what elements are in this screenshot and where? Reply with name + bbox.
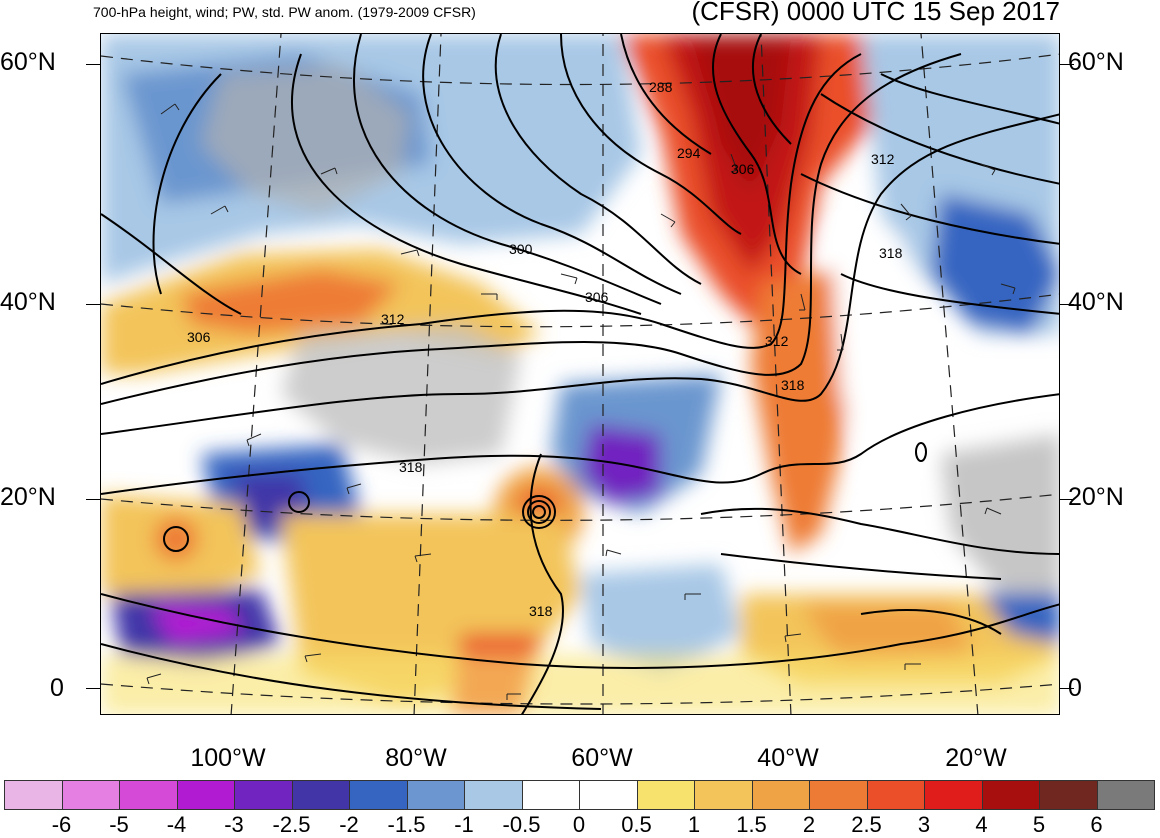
- colorbar-label: -1: [454, 812, 474, 837]
- map-field: 288 294 306 312 318 300 306 312 306 312 …: [101, 34, 1059, 714]
- colorbar-label: 2.5: [851, 812, 882, 837]
- contour-label: 306: [731, 161, 755, 177]
- colorbar-label: 6: [1090, 812, 1103, 837]
- colorbar-swatch: [981, 780, 1040, 810]
- colorbar-swatch: [579, 780, 638, 810]
- colorbar-label: -4: [166, 812, 187, 837]
- tick: [1060, 688, 1074, 689]
- lat-label-20n-left: 20°N: [0, 483, 56, 511]
- height-contours: [101, 34, 1059, 714]
- lon-label-20w: 20°W: [945, 744, 1007, 772]
- lon-label-40w: 40°W: [757, 744, 819, 772]
- colorbar-label: -2: [339, 812, 359, 837]
- lon-label-100w: 100°W: [190, 744, 266, 772]
- contour-label: 306: [187, 329, 211, 345]
- tick: [1060, 304, 1074, 305]
- colorbar-swatch: [349, 780, 408, 810]
- colorbar-label: -0.5: [502, 812, 541, 837]
- colorbar-swatch: [234, 780, 293, 810]
- hurricane-contours: [163, 442, 927, 552]
- colorbar-swatch: [809, 780, 868, 810]
- colorbar-swatch: [4, 780, 63, 810]
- colorbar-label: 3: [917, 812, 931, 837]
- lat-label-60n-left: 60°N: [0, 48, 56, 76]
- contour-label-group: 288 294 306 312 318 300 306 312 306 312 …: [187, 79, 903, 619]
- pw-anomaly-field: [101, 34, 1059, 714]
- contour-label: 312: [381, 311, 405, 327]
- contour-label: 318: [529, 603, 553, 619]
- lat-label-40n-left: 40°N: [0, 288, 56, 316]
- colorbar-swatch: [406, 780, 465, 810]
- map-title-right: (CFSR) 0000 UTC 15 Sep 2017: [691, 0, 1060, 26]
- colorbar-swatch: [924, 780, 983, 810]
- contour-label: 288: [649, 79, 673, 95]
- colorbar-swatch: [1096, 780, 1155, 810]
- tick: [86, 688, 100, 689]
- lon-label-60w: 60°W: [571, 744, 633, 772]
- colorbar-swatch: [521, 780, 580, 810]
- contour-label: 312: [765, 333, 789, 349]
- contour-label: 318: [399, 459, 423, 475]
- tick: [86, 64, 100, 65]
- colorbar-label: 2: [802, 812, 816, 837]
- colorbar-label: 1.5: [736, 812, 767, 837]
- colorbar-label: 4: [975, 812, 988, 837]
- tick: [86, 304, 100, 305]
- contour-label: 312: [871, 151, 895, 167]
- colorbar-label: 1: [687, 812, 701, 837]
- colorbar-swatch: [1039, 780, 1098, 810]
- contour-label: 306: [585, 289, 609, 305]
- contour-label: 300: [509, 241, 533, 257]
- lat-label-60n-right: 60°N: [1068, 48, 1124, 76]
- colorbar-swatch: [119, 780, 178, 810]
- colorbar-swatch: [176, 780, 235, 810]
- map-title-left: 700-hPa height, wind; PW, std. PW anom. …: [93, 4, 476, 20]
- lat-label-0-left: 0: [50, 674, 64, 702]
- contour-label: 318: [879, 245, 903, 261]
- colorbar-label: -2.5: [272, 812, 311, 837]
- colorbar-label: -5: [109, 812, 129, 837]
- colorbar-swatch: [636, 780, 695, 810]
- colorbar-label: -3: [224, 812, 244, 837]
- tick: [1060, 499, 1074, 500]
- colorbar-label: -6: [51, 812, 72, 837]
- colorbar-label: 0.5: [621, 812, 652, 837]
- colorbar-swatch: [291, 780, 350, 810]
- colorbar-swatch: [694, 780, 753, 810]
- lat-label-0-right: 0: [1068, 674, 1082, 702]
- colorbar-label: -1.5: [387, 812, 426, 837]
- map-panel: 288 294 306 312 318 300 306 312 306 312 …: [100, 33, 1060, 715]
- lon-label-80w: 80°W: [385, 744, 447, 772]
- colorbar-swatch: [866, 780, 925, 810]
- contour-label: 294: [677, 145, 701, 161]
- wind-barbs: [146, 103, 1016, 700]
- lat-label-40n-right: 40°N: [1068, 288, 1124, 316]
- colorbar-swatch: [61, 780, 120, 810]
- tick: [86, 499, 100, 500]
- colorbar-label: 5: [1032, 812, 1046, 837]
- contour-label: 318: [781, 377, 805, 393]
- colorbar-label: 0: [572, 812, 586, 837]
- colorbar-swatch: [751, 780, 810, 810]
- lat-label-20n-right: 20°N: [1068, 483, 1124, 511]
- tick: [1060, 64, 1074, 65]
- colorbar-swatch: [464, 780, 523, 810]
